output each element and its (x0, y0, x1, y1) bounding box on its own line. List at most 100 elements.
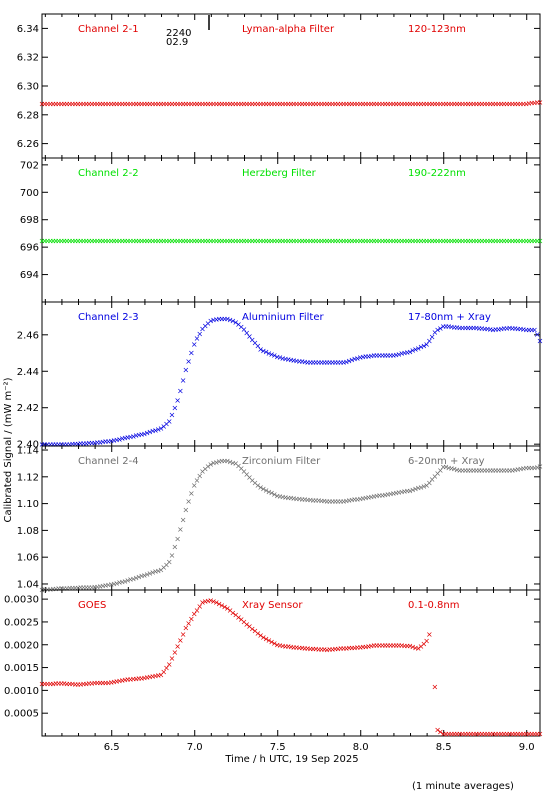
data-point: × (423, 637, 430, 646)
data-point: × (254, 236, 261, 245)
data-point: × (459, 236, 466, 245)
data-point: × (479, 730, 486, 739)
data-point: × (169, 99, 176, 108)
data-point: × (299, 495, 306, 504)
data-point: × (61, 440, 68, 449)
data-point: × (340, 497, 347, 506)
data-point: × (498, 730, 505, 739)
data-point: × (91, 236, 98, 245)
data-point: × (127, 575, 134, 584)
y-tick-label: 1.14 (17, 446, 39, 457)
data-point: × (409, 485, 416, 494)
data-point: × (207, 317, 214, 326)
data-point: × (448, 323, 455, 332)
data-point: × (401, 641, 408, 650)
data-point: × (520, 325, 527, 334)
data-point: × (119, 236, 126, 245)
data-point: × (429, 332, 436, 341)
data-point: × (354, 354, 361, 363)
data-point: × (396, 236, 403, 245)
data-point: × (288, 356, 295, 365)
data-point: × (135, 431, 142, 440)
data-point: × (324, 645, 331, 654)
data-point: × (44, 99, 51, 108)
data-point: × (86, 99, 93, 108)
data-point: × (279, 236, 286, 245)
data-point: × (210, 459, 217, 468)
data-point: × (310, 99, 317, 108)
data-point: × (113, 579, 120, 588)
data-point: × (44, 679, 51, 688)
data-point: × (130, 574, 137, 583)
data-point: × (80, 680, 87, 689)
data-point: × (335, 358, 342, 367)
data-point: × (141, 236, 148, 245)
data-point: × (506, 99, 513, 108)
data-point: × (174, 642, 181, 651)
data-point: × (163, 664, 170, 673)
data-point: × (119, 99, 126, 108)
data-point: × (490, 325, 497, 334)
data-point: × (332, 99, 339, 108)
data-point: × (196, 471, 203, 480)
data-point: × (479, 466, 486, 475)
data-point: × (418, 483, 425, 492)
data-point: × (528, 99, 535, 108)
data-point: × (144, 673, 151, 682)
data-point: × (141, 674, 148, 683)
data-point: × (498, 99, 505, 108)
data-point: × (47, 679, 54, 688)
data-point: × (490, 466, 497, 475)
data-point: × (124, 99, 131, 108)
data-point: × (127, 236, 134, 245)
data-point: × (346, 496, 353, 505)
data-point: × (368, 642, 375, 651)
data-point: × (445, 322, 452, 331)
data-point: × (108, 236, 115, 245)
data-point: × (116, 236, 123, 245)
data-point: × (94, 679, 101, 688)
data-point: × (404, 236, 411, 245)
data-point: × (487, 730, 494, 739)
data-point: × (501, 466, 508, 475)
data-point: × (362, 236, 369, 245)
data-point: × (376, 236, 383, 245)
data-point: × (420, 482, 427, 491)
data-point: × (243, 328, 250, 337)
panel-band-label: 17-80nm + Xray (408, 312, 491, 323)
data-point: × (299, 99, 306, 108)
data-point: × (407, 99, 414, 108)
data-point: × (349, 99, 356, 108)
data-point: × (100, 678, 107, 687)
data-point: × (398, 641, 405, 650)
data-point: × (64, 584, 71, 593)
data-point: × (501, 99, 508, 108)
data-point: × (177, 525, 184, 534)
data-point: × (75, 99, 82, 108)
data-point: × (315, 496, 322, 505)
data-point: × (318, 99, 325, 108)
data-point: × (434, 326, 441, 335)
data-point: × (282, 99, 289, 108)
data-point: × (257, 236, 264, 245)
data-point: × (135, 236, 142, 245)
data-point: × (418, 236, 425, 245)
data-point: × (160, 236, 167, 245)
data-point: × (362, 642, 369, 651)
data-point: × (456, 236, 463, 245)
data-point: × (393, 350, 400, 359)
data-point: × (147, 99, 154, 108)
data-point: × (216, 236, 223, 245)
data-point: × (418, 99, 425, 108)
data-point: × (130, 236, 137, 245)
data-point: × (39, 99, 46, 108)
data-point: × (263, 486, 270, 495)
data-point: × (335, 644, 342, 653)
data-point: × (47, 585, 54, 594)
data-point: × (94, 236, 101, 245)
data-point: × (520, 464, 527, 473)
data-point: × (133, 674, 140, 683)
data-point: × (91, 438, 98, 447)
data-point: × (318, 236, 325, 245)
data-point: × (235, 613, 242, 622)
